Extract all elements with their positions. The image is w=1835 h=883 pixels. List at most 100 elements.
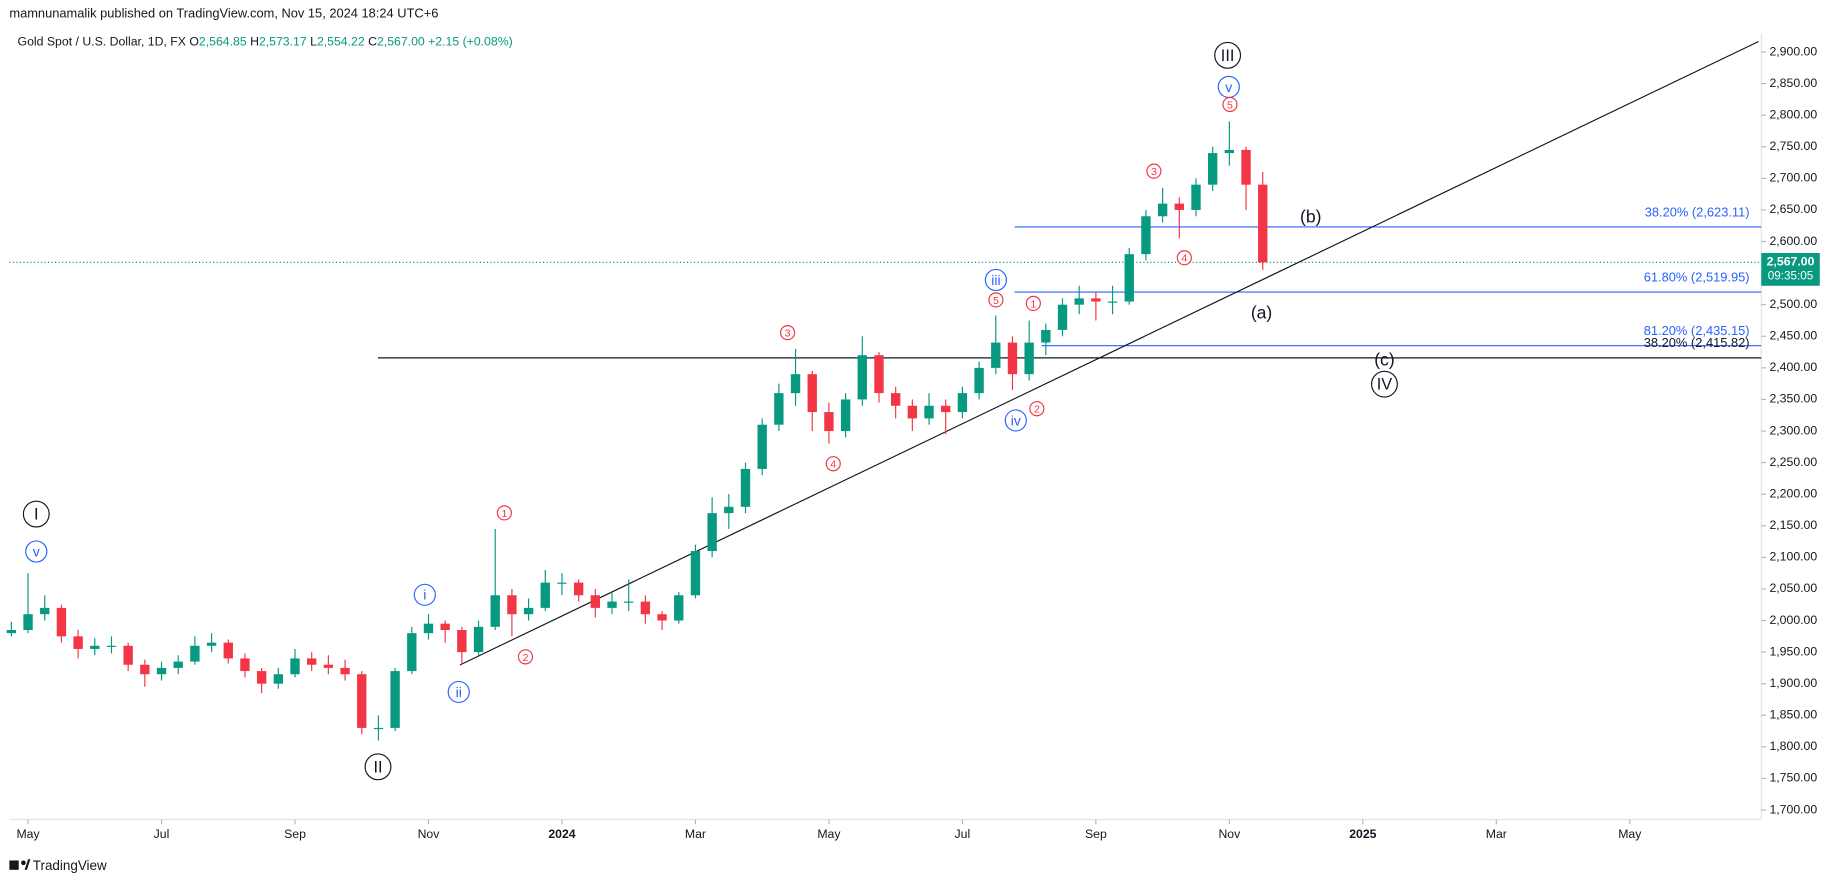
y-tick-label: 2,700.00 (1769, 171, 1817, 185)
wave-label: 5 (993, 295, 999, 307)
wave-circle (1370, 370, 1398, 398)
candle-body (1057, 304, 1068, 330)
ohlc-key: C (368, 35, 377, 49)
wave-label: v (1225, 79, 1232, 95)
candle-body (1174, 203, 1184, 210)
candle-body (624, 601, 634, 603)
candle-body (307, 658, 317, 665)
wave-circle (1029, 401, 1045, 417)
level-label: 61.80% (2,519.95) (1644, 269, 1750, 284)
level-label: 38.20% (2,623.11) (1645, 204, 1750, 219)
wave-label: (c) (1374, 349, 1394, 369)
candle-body (323, 664, 334, 668)
candle-body (674, 595, 684, 621)
candle-body (523, 607, 534, 615)
candle-body (557, 582, 567, 584)
candle-body (140, 664, 150, 675)
candle-body (840, 399, 851, 432)
wave-label: ii (456, 684, 462, 700)
ohlc-key: L (310, 35, 317, 49)
x-tick-label: Jul (955, 827, 971, 841)
candle-body (73, 636, 83, 649)
wave-label: I (34, 506, 39, 524)
y-tick-label: 2,650.00 (1769, 202, 1817, 216)
wave-circle (496, 505, 512, 521)
candle-body (1041, 329, 1051, 343)
y-tick-label: 2,800.00 (1769, 107, 1817, 121)
y-tick-label: 2,400.00 (1769, 360, 1817, 374)
candle-body (1024, 342, 1034, 375)
candle-body (156, 667, 167, 675)
candle-body (240, 658, 250, 672)
y-tick-label: 2,200.00 (1769, 486, 1817, 500)
wave-circle (1214, 41, 1242, 69)
x-tick-label: Mar (685, 827, 706, 841)
candle-body (657, 614, 667, 621)
x-tick-label: Sep (284, 827, 306, 841)
y-tick-label: 2,000.00 (1769, 613, 1817, 627)
y-tick-label: 2,300.00 (1769, 423, 1817, 437)
y-tick-label: 1,900.00 (1769, 676, 1817, 690)
footer-logo (9, 859, 31, 870)
level-label: 81.20% (2,435.15) (1644, 323, 1750, 338)
wave-label: iii (991, 272, 1000, 288)
y-tick-label: 2,250.00 (1769, 455, 1817, 469)
candle-body (540, 582, 550, 608)
wave-circle (413, 583, 436, 606)
logo-mark (21, 860, 26, 866)
wave-label: 5 (1227, 99, 1233, 111)
symbol: Gold Spot / U.S. Dollar, 1D, FX (18, 35, 186, 49)
candle-body (206, 642, 217, 646)
wave-label: 4 (1181, 253, 1187, 265)
x-tick-label: 2024 (548, 827, 575, 841)
wave-circle (988, 292, 1004, 308)
candle-body (357, 674, 367, 728)
wave-circle (22, 500, 50, 528)
candle-body (56, 607, 67, 637)
candle-body (106, 645, 117, 647)
candle-body (256, 671, 267, 684)
candle-body (1241, 149, 1251, 185)
wave-label: 2 (1034, 404, 1040, 416)
candle-body (640, 601, 651, 615)
wave-label: iv (1011, 412, 1021, 428)
candle-body (690, 551, 701, 596)
candle-body (824, 412, 834, 432)
wave-circle (1222, 96, 1238, 113)
ohlc-key: O (189, 35, 199, 49)
candle-body (273, 674, 284, 684)
candle-body (340, 667, 350, 675)
candle-body (507, 595, 517, 615)
wave-label: 2 (523, 652, 529, 664)
ohlc-value: 2,564.85 (199, 35, 247, 49)
candle-body (740, 468, 751, 507)
wave-label: i (423, 587, 426, 603)
candle-body (290, 658, 300, 675)
ohlc-key: H (250, 35, 259, 49)
candle-body (1141, 216, 1151, 255)
wave-label: II (373, 758, 382, 776)
candle-body (874, 355, 884, 394)
x-tick-label: May (817, 827, 841, 841)
y-tick-label: 1,750.00 (1769, 771, 1817, 785)
wave-circle (364, 753, 392, 781)
candle-body (774, 393, 784, 425)
candle-body (123, 645, 133, 665)
candle-body (473, 626, 484, 653)
candle-body (957, 393, 968, 413)
candle-body (407, 633, 417, 672)
candle-body (1007, 342, 1018, 375)
level-label: 38.20% (2,415.82) (1644, 335, 1750, 350)
candle-body (390, 671, 400, 728)
candle-body (457, 629, 467, 653)
wave-label: v (33, 543, 40, 559)
candle-body (724, 506, 734, 514)
logo-mark (24, 859, 31, 870)
candle-body (991, 342, 1001, 368)
y-tick-label: 2,350.00 (1769, 392, 1817, 406)
candle-body (23, 614, 33, 630)
y-tick-label: 1,800.00 (1769, 739, 1817, 753)
last-price-tag (1761, 253, 1820, 286)
change: +2.15 (+0.08%) (428, 35, 513, 49)
